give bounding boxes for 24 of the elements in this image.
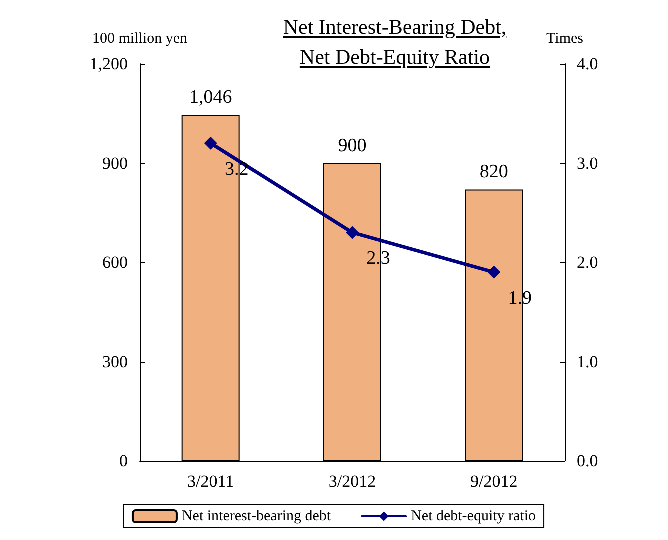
y2-tick-label: 0.0 [577,452,598,470]
x-tick-label: 9/2012 [470,472,518,491]
y2-tick-label: 4.0 [577,54,598,74]
x-tick-label: 3/2011 [188,472,234,491]
y2-tick-label: 1.0 [577,352,598,372]
y2-tick-label: 2.0 [577,253,598,272]
y-tick-label: 600 [102,253,128,272]
data-label: 900 [338,135,367,156]
y-tick-label: 1,200 [90,54,128,74]
y-tick-label: 900 [102,154,128,173]
y2-tick-label: 3.0 [577,154,598,173]
legend-label: Net interest-bearing debt [182,508,332,524]
point [346,226,359,240]
data-label: 820 [480,162,508,183]
data-label: 1,046 [189,86,232,108]
y-tick-label: 300 [102,352,128,372]
x-tick-label: 3/2012 [328,472,376,491]
point [488,266,501,279]
y-tick-label: 0 [120,452,128,470]
point [204,136,218,150]
y2-axis-title: Times [546,31,584,47]
y-axis-title: 100 million yen [92,31,188,47]
legend-label: Net debt-equity ratio [411,508,536,524]
chart-title: Net Interest-Bearing Debt, Net Debt-Equity Ratio [283,15,507,69]
